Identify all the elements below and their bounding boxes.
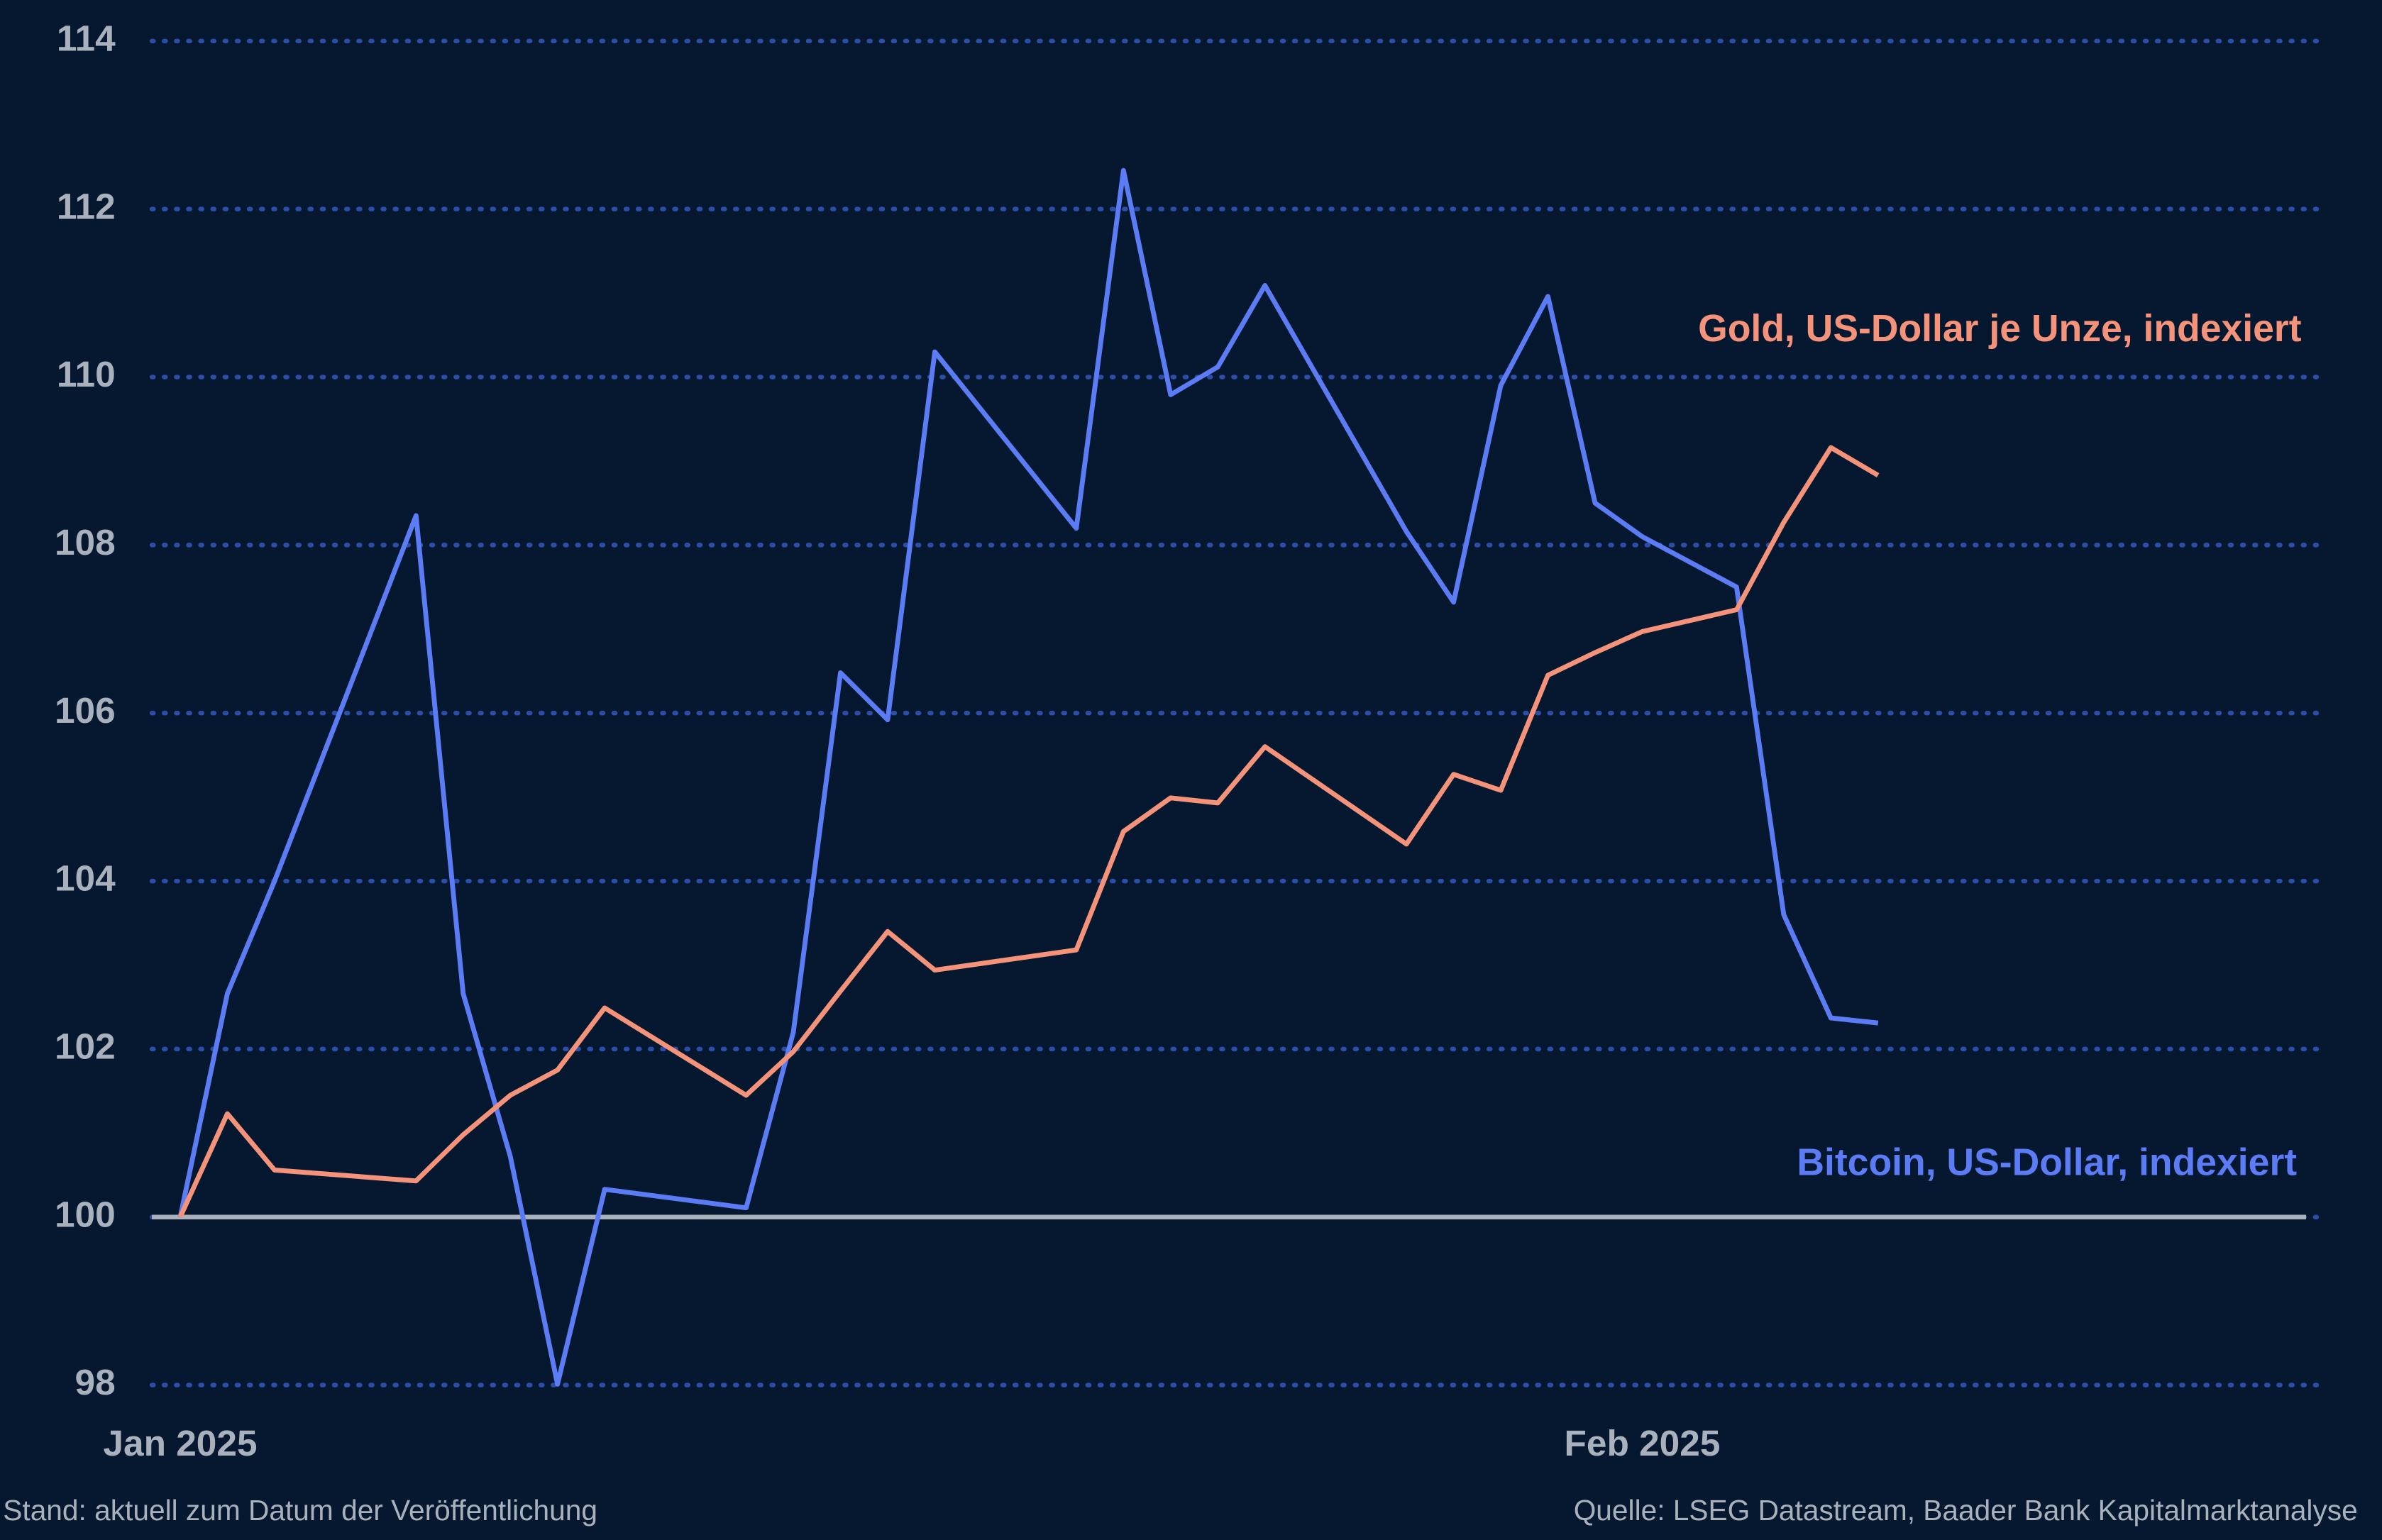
series-line — [177, 445, 1880, 1219]
y-tick-label: 112 — [57, 185, 116, 226]
series-label: Gold, US-Dollar je Unze, indexiert — [1698, 308, 2302, 350]
y-tick-label: 108 — [55, 521, 116, 563]
y-tick-label: 114 — [57, 17, 116, 58]
footnote: Stand: aktuell zum Datum der Veröffentli… — [3, 1494, 597, 1527]
x-tick-label: Jan 2025 — [103, 1422, 257, 1463]
y-tick-label: 102 — [55, 1025, 116, 1066]
y-tick-label: 106 — [55, 689, 116, 731]
y-tick-label: 104 — [55, 858, 116, 899]
series-label: Bitcoin, US-Dollar, indexiert — [1797, 1141, 2297, 1183]
lines — [177, 167, 1880, 1387]
y-tick-label: 110 — [57, 353, 116, 394]
y-tick-label: 98 — [75, 1361, 116, 1402]
series-line — [177, 167, 1879, 1387]
y-tick-label: 100 — [55, 1193, 116, 1234]
x-tick-label: Feb 2025 — [1565, 1422, 1721, 1463]
grid — [149, 38, 2320, 1387]
source: Quelle: LSEG Datastream, Baader Bank Kap… — [1574, 1494, 2358, 1527]
